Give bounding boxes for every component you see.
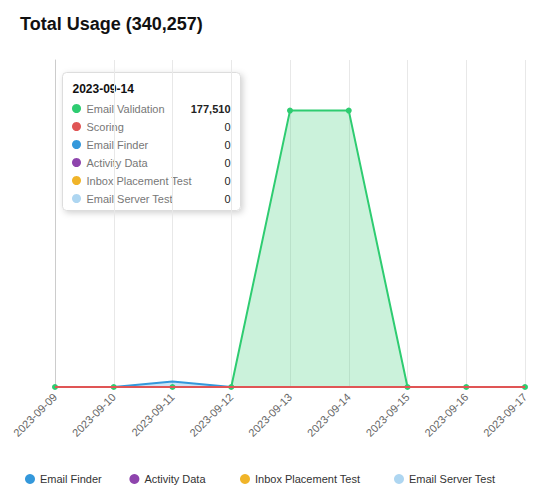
svg-text:2023-09-12: 2023-09-12 — [187, 391, 235, 439]
svg-text:Inbox Placement Test: Inbox Placement Test — [87, 175, 192, 187]
svg-text:2023-09-10: 2023-09-10 — [70, 391, 118, 439]
svg-text:Email Finder: Email Finder — [40, 473, 102, 485]
svg-text:0: 0 — [224, 157, 230, 169]
svg-text:2023-09-13: 2023-09-13 — [246, 391, 294, 439]
svg-text:Total Usage (340,257): Total Usage (340,257) — [20, 14, 203, 34]
svg-text:Email Server Test: Email Server Test — [409, 473, 495, 485]
svg-text:Activity Data: Activity Data — [87, 157, 149, 169]
svg-text:Email Server Test: Email Server Test — [87, 193, 173, 205]
svg-text:2023-09-09: 2023-09-09 — [11, 391, 59, 439]
svg-text:0: 0 — [224, 193, 230, 205]
svg-text:2023-09-16: 2023-09-16 — [422, 391, 470, 439]
svg-text:Email Validation: Email Validation — [87, 103, 165, 115]
svg-text:2023-09-14: 2023-09-14 — [305, 391, 353, 439]
svg-text:2023-09-11: 2023-09-11 — [129, 391, 177, 439]
svg-text:2023-09-14: 2023-09-14 — [73, 82, 135, 96]
svg-text:2023-09-17: 2023-09-17 — [481, 391, 529, 439]
svg-text:2023-09-15: 2023-09-15 — [364, 391, 412, 439]
svg-text:0: 0 — [224, 139, 230, 151]
svg-text:Scoring: Scoring — [87, 121, 124, 133]
svg-text:Activity Data: Activity Data — [144, 473, 206, 485]
svg-text:0: 0 — [224, 175, 230, 187]
svg-text:177,510: 177,510 — [191, 103, 231, 115]
svg-text:Email Finder: Email Finder — [87, 139, 149, 151]
svg-text:Inbox Placement Test: Inbox Placement Test — [255, 473, 360, 485]
svg-text:0: 0 — [224, 121, 230, 133]
